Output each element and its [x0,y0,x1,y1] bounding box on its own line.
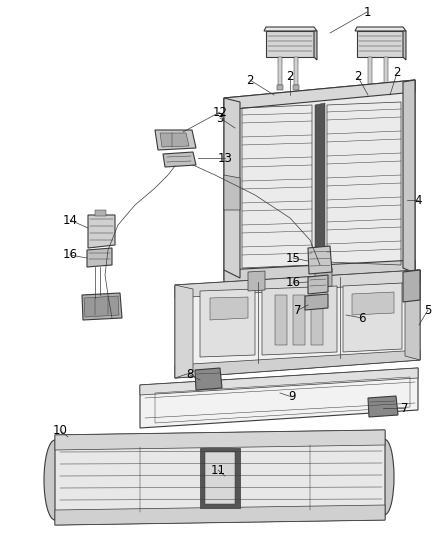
Text: 8: 8 [186,368,194,382]
Polygon shape [175,350,420,378]
Text: 3: 3 [216,111,224,125]
Polygon shape [224,80,415,110]
Polygon shape [55,430,385,450]
Polygon shape [357,31,403,57]
Polygon shape [308,246,332,274]
Polygon shape [315,103,325,268]
Polygon shape [88,215,115,248]
Polygon shape [95,210,106,216]
Text: 16: 16 [63,248,78,262]
Polygon shape [163,152,196,167]
Polygon shape [405,270,420,360]
Polygon shape [278,57,282,85]
Polygon shape [175,270,420,378]
Polygon shape [367,85,373,90]
Ellipse shape [44,440,66,520]
Polygon shape [384,57,388,85]
Polygon shape [155,130,196,150]
Polygon shape [368,57,372,85]
Polygon shape [87,248,112,267]
Polygon shape [140,368,418,395]
Polygon shape [195,368,222,390]
Polygon shape [140,368,418,428]
Polygon shape [224,98,240,278]
Polygon shape [55,430,385,525]
Polygon shape [210,297,248,320]
Text: 2: 2 [286,70,294,84]
Polygon shape [403,80,415,273]
Polygon shape [294,57,298,85]
Polygon shape [205,452,235,504]
Text: 1: 1 [363,5,371,19]
Polygon shape [82,293,122,320]
Polygon shape [311,295,323,345]
Polygon shape [403,31,406,60]
Polygon shape [305,294,328,310]
Polygon shape [248,271,265,291]
Text: 2: 2 [354,70,362,84]
Text: 11: 11 [211,464,226,477]
Text: 12: 12 [212,106,227,118]
Polygon shape [293,85,299,90]
Polygon shape [277,85,283,90]
Polygon shape [200,448,240,508]
Polygon shape [314,31,317,60]
Text: 10: 10 [53,424,67,437]
Polygon shape [343,283,402,352]
Polygon shape [266,31,314,57]
Text: 2: 2 [393,67,401,79]
Polygon shape [264,27,317,31]
Ellipse shape [376,440,394,514]
Polygon shape [262,286,337,355]
Text: 6: 6 [358,311,366,325]
Polygon shape [55,505,385,525]
Polygon shape [352,292,394,315]
Text: 13: 13 [218,151,233,165]
Polygon shape [355,27,406,31]
Polygon shape [315,268,332,287]
Text: 4: 4 [414,193,422,206]
Text: 7: 7 [401,401,409,415]
Polygon shape [160,133,189,147]
Polygon shape [224,80,415,280]
Polygon shape [275,295,287,345]
Polygon shape [175,285,193,378]
Polygon shape [383,85,389,90]
Polygon shape [403,270,420,302]
Text: 7: 7 [294,303,302,317]
Polygon shape [224,175,240,210]
Polygon shape [84,296,119,317]
Text: 5: 5 [424,303,432,317]
Polygon shape [308,275,328,294]
Polygon shape [293,295,305,345]
Text: 2: 2 [246,74,254,86]
Text: 16: 16 [286,277,300,289]
Text: 15: 15 [286,252,300,264]
Polygon shape [175,270,420,298]
Text: 14: 14 [63,214,78,227]
Text: 9: 9 [288,391,296,403]
Polygon shape [200,289,255,357]
Polygon shape [224,260,415,283]
Polygon shape [368,396,398,417]
